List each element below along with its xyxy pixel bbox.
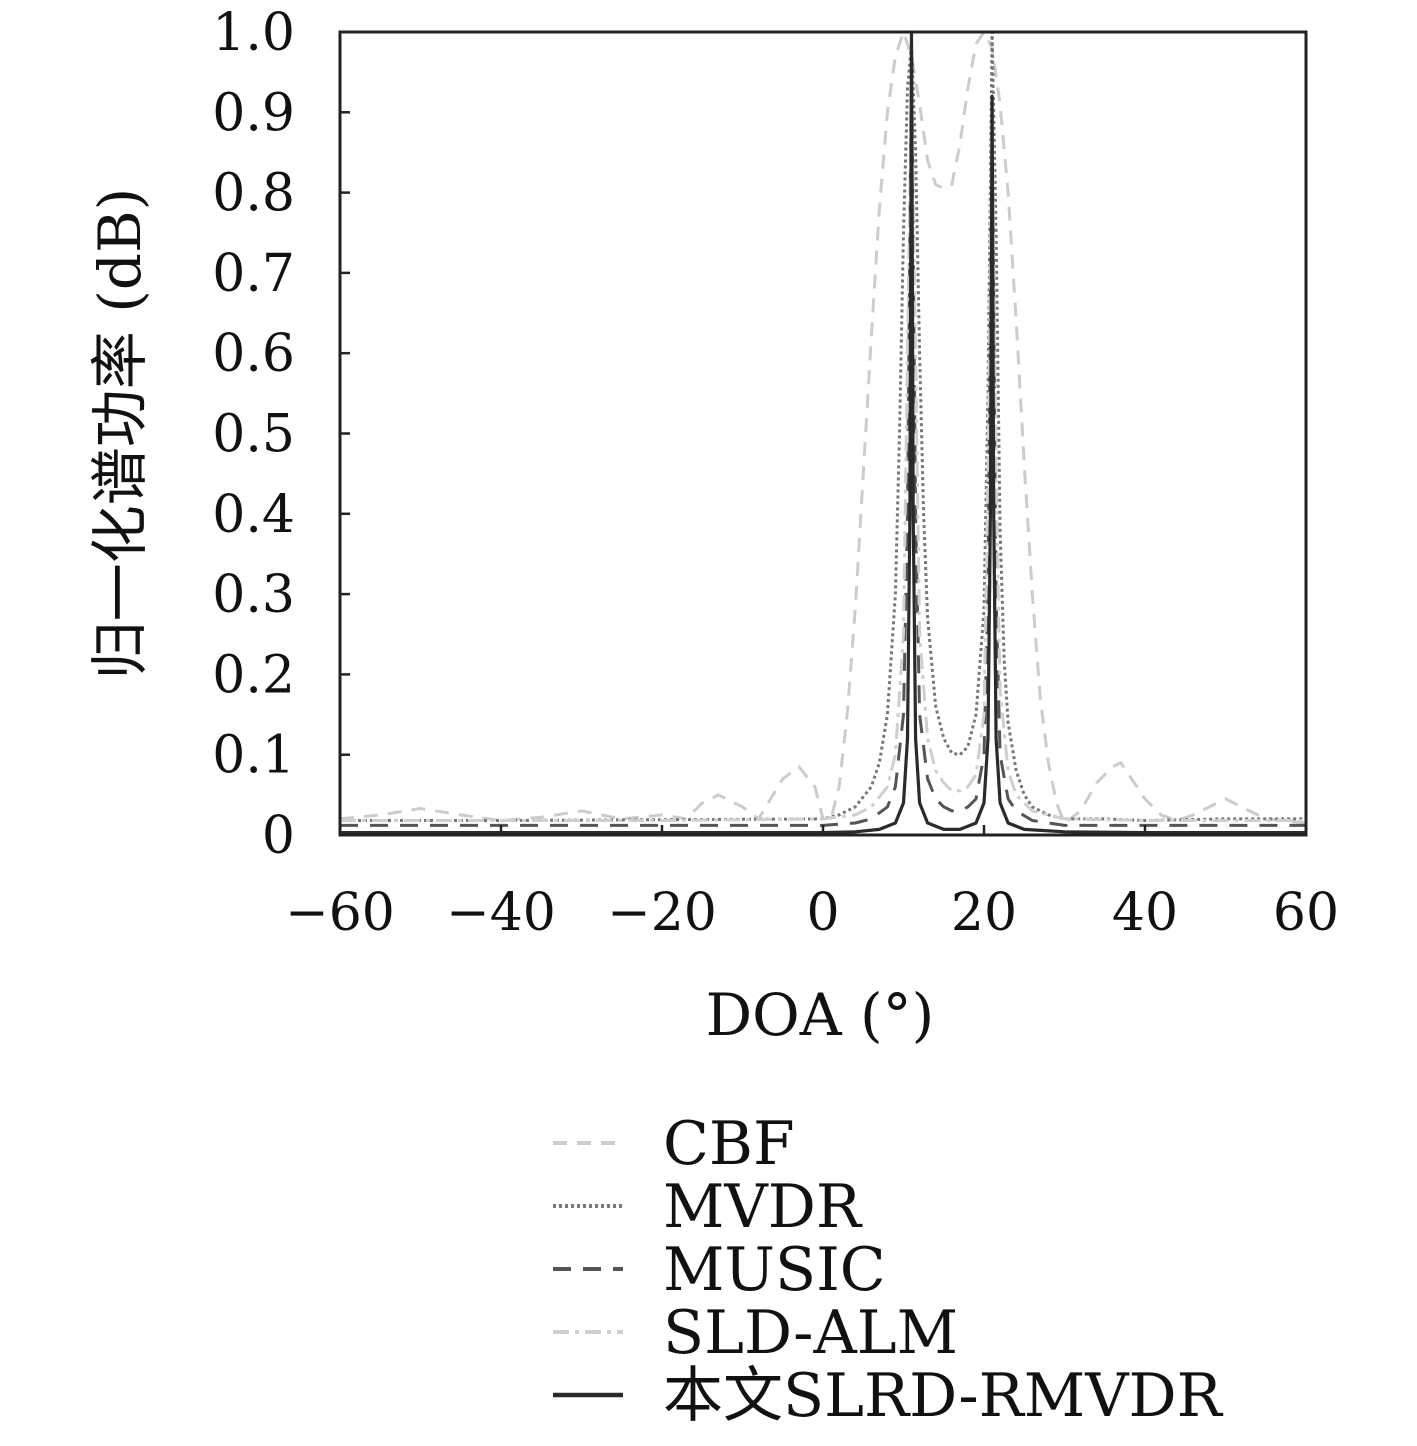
y-tick-label: 0.5 [212,405,295,465]
legend-label: SLD-ALM [663,1298,958,1368]
series-line-3 [340,46,1306,827]
series-layer [339,30,1307,835]
y-tick-label: 1.0 [212,3,295,63]
x-axis-title: DOA (°) [706,981,935,1049]
x-tick-label: 60 [1273,883,1339,943]
y-axis-title: 归一化谱功率 (dB) [86,188,154,679]
y-tick-label: 0.3 [212,565,295,625]
plot-area [338,30,1308,837]
series-line-4 [340,70,1306,822]
legend-label: 本文SLRD-RMVDR [663,1361,1224,1431]
x-tick-label: −40 [446,883,556,943]
y-tick-label: 0.2 [212,645,295,705]
x-tick-label: 0 [806,883,839,943]
x-tick-label: 40 [1112,883,1178,943]
legend-label: MUSIC [663,1235,886,1305]
x-tick-label: −60 [285,883,395,943]
x-tick-label: 20 [951,883,1017,943]
y-tick-label: 0.1 [212,726,295,786]
y-tick-label: 0.6 [212,324,295,384]
legend-label: CBF [663,1109,795,1179]
plot-frame [338,30,1308,837]
y-tick-label: 0.9 [212,83,295,143]
x-axis-ticks: −60 −40 −20 0 20 40 60 [285,825,1339,943]
y-tick-label: 0.8 [212,164,295,224]
x-tick-label: −20 [607,883,717,943]
y-axis-ticks: 0 0.1 0.2 0.3 0.4 0.5 0.6 0.7 0.8 0.9 1.0 [212,3,350,866]
legend-label: MVDR [663,1172,863,1242]
series-line-2 [340,30,1306,822]
y-tick-label: 0.4 [212,485,295,545]
series-line-5 [340,30,1306,835]
y-tick-label: 0.7 [212,244,295,304]
series-line-1 [339,30,1307,825]
y-tick-label: 0 [262,806,295,866]
